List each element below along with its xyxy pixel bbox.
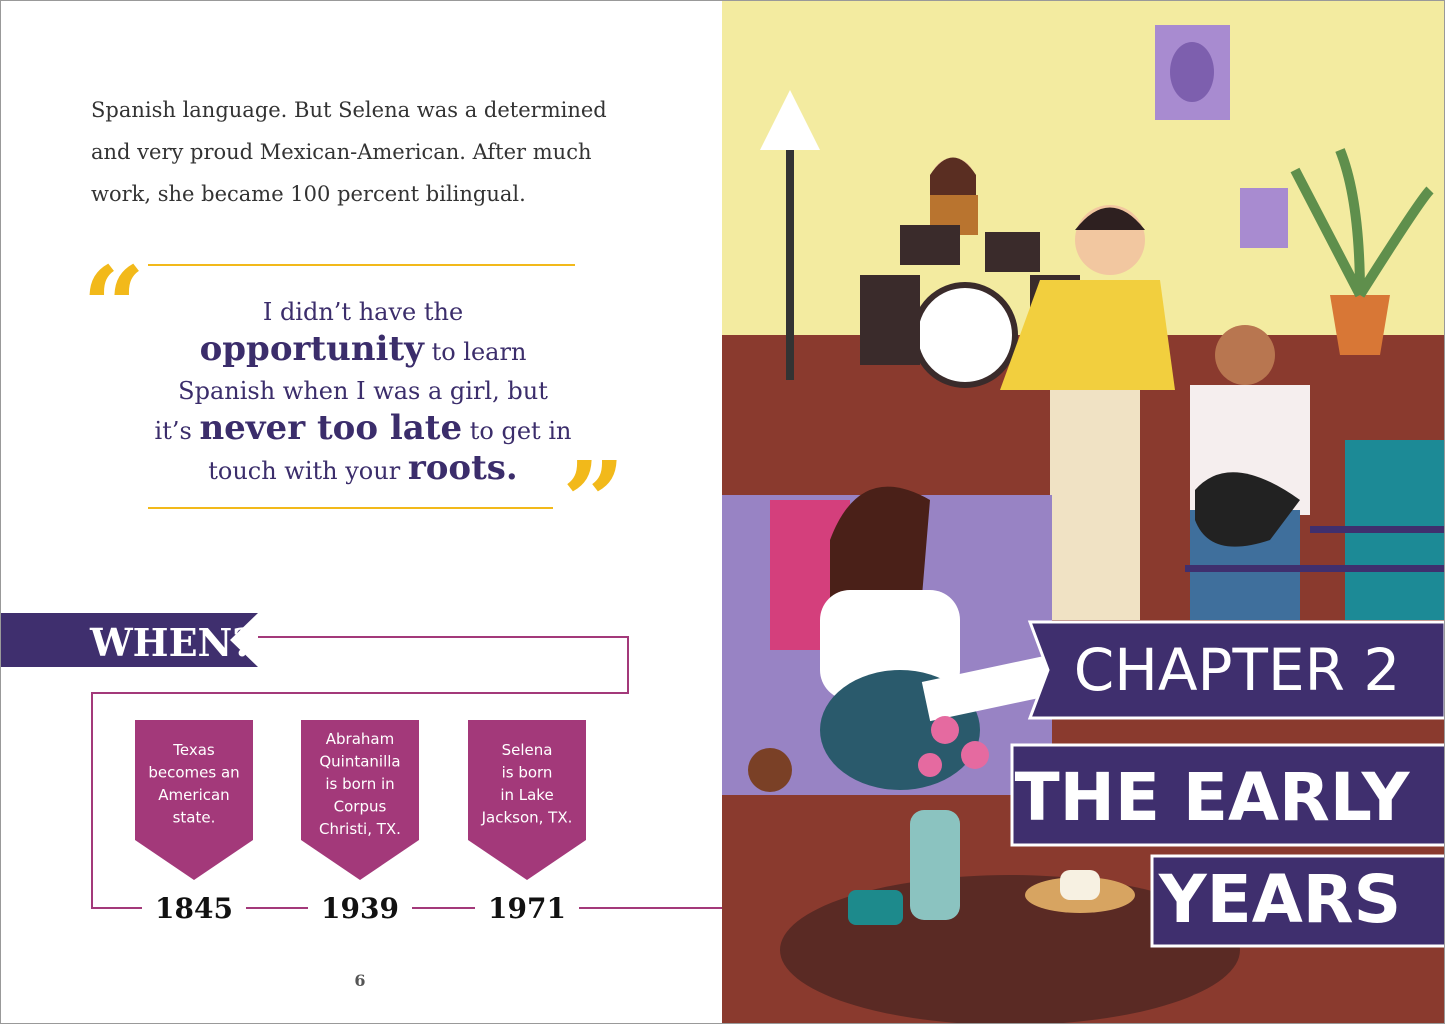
event-box <box>468 720 586 880</box>
paragraph-line: Spanish language. But Selena was a deter… <box>91 98 607 122</box>
paragraph-line: work, she became 100 percent bilingual. <box>91 182 526 206</box>
event-label: Corpus <box>334 798 387 816</box>
paragraph-line: and very proud Mexican-American. After m… <box>91 140 591 164</box>
quote-text: touch with your <box>208 457 408 485</box>
when-banner <box>0 613 258 667</box>
event-label: is born <box>502 764 553 782</box>
event-box <box>301 720 419 880</box>
quote-text: to get in <box>462 417 571 445</box>
year-gap <box>308 896 412 920</box>
year-gap <box>475 896 579 920</box>
chapter-title-line: YEARS <box>1158 861 1401 938</box>
event-year: 1939 <box>321 892 399 925</box>
event-label: Abraham <box>326 730 394 748</box>
event-label: Jackson, TX. <box>481 809 573 827</box>
quote-text: it’s <box>155 417 200 445</box>
illustration <box>722 0 1445 1024</box>
quote-line: it’s never too late to get in <box>155 408 572 448</box>
event-label: Quintanilla <box>319 753 400 771</box>
event-box <box>135 720 253 880</box>
quote-text: I didn’t have the <box>263 298 463 326</box>
close-quote: ” <box>562 437 625 566</box>
chapter-number: CHAPTER 2 <box>1074 636 1400 704</box>
timeline-heading: WHEN? <box>89 620 255 665</box>
event-year: 1971 <box>488 892 566 925</box>
quote-emphasis: never too late <box>199 408 462 448</box>
open-quote: “ <box>82 242 145 371</box>
quote-line: I didn’t have the <box>263 298 463 326</box>
timeline-events: Texas becomes an American state. 1845 Abraham… <box>135 720 586 925</box>
quote-line: opportunity to learn <box>200 329 527 369</box>
quote-text: to learn <box>424 338 526 366</box>
event-label: state. <box>173 809 216 827</box>
event-label: becomes an <box>148 764 239 782</box>
event-label: American <box>158 786 229 804</box>
quote-text: Spanish when I was a girl, but <box>178 377 548 405</box>
event-year: 1845 <box>155 892 233 925</box>
event-label: in Lake <box>500 786 553 804</box>
quote-line: touch with your roots. <box>208 448 518 488</box>
quote-emphasis: roots. <box>408 448 518 488</box>
event-label: Christi, TX. <box>319 820 401 838</box>
year-gap <box>142 896 246 920</box>
event-label: Texas <box>172 741 215 759</box>
event-label: is born in <box>325 775 394 793</box>
event-label: Selena <box>502 741 553 759</box>
quote-emphasis: opportunity <box>200 329 426 369</box>
quote-line: Spanish when I was a girl, but <box>178 377 548 405</box>
chapter-title-line: THE EARLY <box>1015 759 1411 836</box>
chapter-banners: CHAPTER 2 THE EARLY YEARS <box>1010 620 1445 948</box>
page-number: 6 <box>354 971 365 990</box>
